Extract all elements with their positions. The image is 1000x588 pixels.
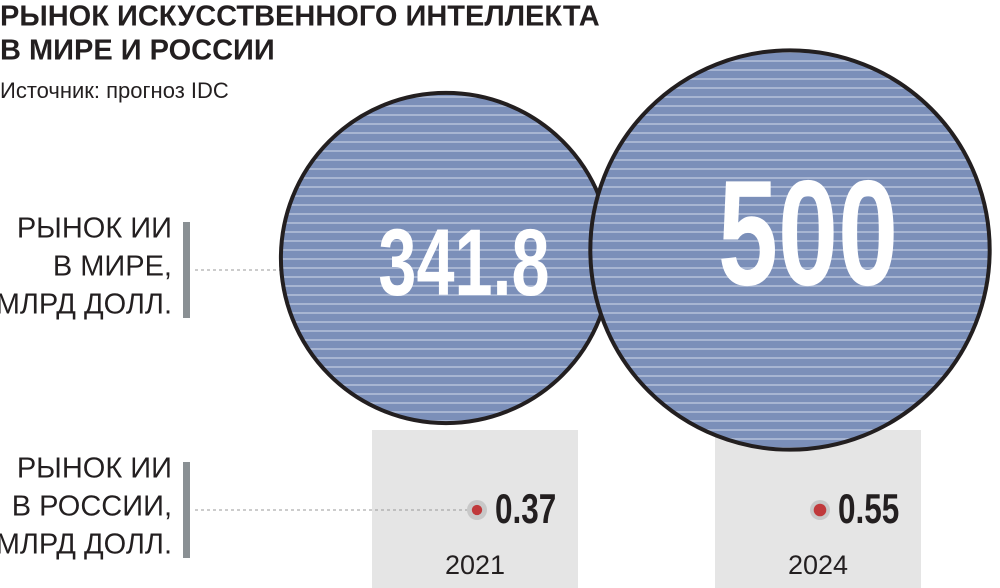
legend-bar <box>183 222 190 318</box>
x-tick-label: 2024 <box>788 550 848 580</box>
value-label: 341.8 <box>378 209 549 316</box>
legend-label: В РОССИИ, <box>12 491 172 523</box>
legend-label: РЫНОК ИИ <box>17 213 172 245</box>
value-label: 0.55 <box>838 485 899 533</box>
legend-label: РЫНОК ИИ <box>17 453 172 485</box>
legend-bar <box>183 462 190 558</box>
legend-label: МЛРД ДОЛЛ. <box>0 529 172 561</box>
value-label: 0.37 <box>495 485 556 533</box>
chart-title: В МИРЕ И РОССИИ <box>0 35 275 67</box>
chart-title: РЫНОК ИСКУССТВЕННОГО ИНТЕЛЛЕКТА <box>0 1 600 33</box>
bubble <box>588 48 992 452</box>
value-label: 500 <box>718 149 898 317</box>
source: Источник: прогноз IDC <box>0 78 229 103</box>
dot <box>471 504 483 516</box>
x-tick-label: 2021 <box>445 550 505 580</box>
legend-label: В МИРЕ, <box>53 251 172 283</box>
legend-label: МЛРД ДОЛЛ. <box>0 289 172 321</box>
dot <box>813 503 827 517</box>
